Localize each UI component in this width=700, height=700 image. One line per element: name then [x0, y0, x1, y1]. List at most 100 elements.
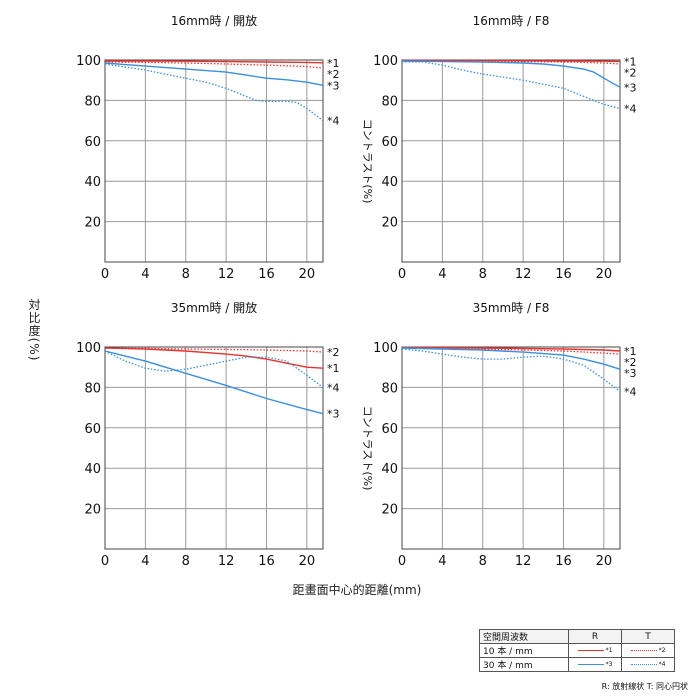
x-tick-label: 4 [438, 267, 446, 282]
x-tick-label: 0 [101, 554, 109, 569]
x-tick-label: 0 [101, 267, 109, 282]
x-tick-label: 20 [596, 554, 613, 569]
x-tick-label: 8 [182, 554, 190, 569]
y-tick-label: 20 [84, 216, 101, 231]
legend-header-t: T [621, 629, 675, 644]
y-tick-label: 60 [381, 422, 398, 437]
x-tick-label: 0 [398, 554, 406, 569]
legend-tag: *2 [658, 646, 666, 654]
series-end-label: *3 [624, 367, 637, 380]
series-line [401, 348, 621, 392]
legend-row-30: 30 本 / mm *3 *4 [479, 657, 675, 672]
x-tick-label: 16 [258, 267, 275, 282]
series-line [104, 350, 324, 415]
series-line [104, 63, 324, 122]
x-tick-label: 8 [182, 267, 190, 282]
y-tick-label: 80 [84, 94, 101, 109]
figure-y-label: 対比度(%) [27, 298, 41, 361]
x-tick-label: 20 [299, 554, 316, 569]
y-tick-label: 60 [84, 422, 101, 437]
series-end-label: *2 [624, 66, 637, 79]
plot-frame [104, 59, 324, 263]
series-end-label: *3 [327, 79, 340, 92]
legend-header-frequency: 空間周波数 [479, 629, 569, 644]
x-tick-label: 12 [515, 554, 532, 569]
y-tick-label: 40 [381, 175, 398, 190]
x-tick-label: 8 [479, 267, 487, 282]
chart-title: 35mm時 / F8 [473, 301, 550, 315]
legend-tag: *4 [658, 660, 666, 668]
legend-tag: *1 [605, 646, 613, 654]
legend-row-label: 30 本 / mm [479, 657, 569, 672]
series-line [104, 61, 324, 69]
y-tick-label: 80 [381, 94, 398, 109]
x-tick-label: 12 [218, 267, 235, 282]
legend-swatch-solid-red [577, 649, 604, 651]
x-tick-label: 0 [398, 267, 406, 282]
chart-35mm-open: 35mm時 / 開放 0 4 8 12 16 20 20 40 60 80 100 *2 *1 *4 *3 [76, 300, 339, 569]
legend-cell-r-10: *1 [568, 643, 622, 658]
x-tick-label: 16 [555, 267, 572, 282]
legend-row-10: 10 本 / mm *1 *2 [479, 643, 675, 658]
y-tick-label: 80 [84, 381, 101, 396]
y-tick-label: 100 [373, 341, 398, 356]
legend-note: R: 放射線状 T: 同心円状 [601, 682, 688, 691]
y-tick-label: 80 [381, 381, 398, 396]
chart-16mm-f8: 16mm時 / F8 0 4 8 12 16 20 20 40 60 80 100 コントラスト(%) *… [361, 14, 637, 282]
series-line [105, 60, 324, 64]
legend-cell-t-30: *4 [621, 657, 675, 672]
series-end-label: *3 [327, 408, 340, 421]
series-line [401, 60, 621, 88]
y-axis-label: コントラスト(%) [361, 119, 374, 204]
x-tick-label: 4 [438, 554, 446, 569]
chart-title: 16mm時 / F8 [473, 14, 550, 28]
series-end-label: *1 [327, 57, 340, 70]
series-end-label: *4 [327, 115, 340, 128]
series-end-label: *3 [624, 81, 637, 94]
legend-cell-t-10: *2 [621, 643, 675, 658]
series-end-label: *1 [624, 345, 637, 358]
y-tick-label: 100 [76, 54, 101, 69]
series-end-label: *4 [327, 381, 340, 394]
x-tick-label: 20 [596, 267, 613, 282]
series-end-label: *2 [327, 346, 340, 359]
series-line [401, 346, 621, 352]
y-tick-label: 20 [381, 503, 398, 518]
legend-cell-r-30: *3 [568, 657, 622, 672]
legend-header-r: R [568, 629, 622, 644]
chart-16mm-open: 16mm時 / 開放 0 4 8 12 16 20 20 40 60 80 100 *1*2*3 *4 [76, 13, 339, 282]
series-line [401, 347, 621, 370]
y-tick-label: 40 [84, 175, 101, 190]
plot-frame [104, 346, 324, 550]
y-tick-label: 100 [373, 54, 398, 69]
series-end-label: *2 [624, 356, 637, 369]
x-tick-label: 20 [299, 267, 316, 282]
x-tick-label: 8 [479, 554, 487, 569]
series-end-label: *1 [327, 362, 340, 375]
y-tick-label: 100 [76, 341, 101, 356]
legend-swatch-dotted-red [630, 649, 657, 651]
chart-title: 35mm時 / 開放 [171, 300, 257, 315]
y-tick-label: 20 [84, 503, 101, 518]
series-line [104, 347, 324, 353]
series-end-label: *1 [624, 55, 637, 68]
x-tick-label: 4 [141, 267, 149, 282]
legend-header-row: 空間周波数 R T [479, 629, 675, 644]
chart-35mm-f8: 35mm時 / F8 0 4 8 12 16 20 20 40 60 80 100 コントラスト(%) *… [361, 301, 637, 569]
legend-swatch-solid-blue [577, 663, 604, 665]
x-tick-label: 12 [218, 554, 235, 569]
x-tick-label: 12 [515, 267, 532, 282]
y-tick-label: 20 [381, 216, 398, 231]
series-end-label: *2 [327, 68, 340, 81]
plot-frame [401, 59, 621, 263]
x-tick-label: 16 [555, 554, 572, 569]
x-tick-label: 16 [258, 554, 275, 569]
y-tick-label: 40 [381, 462, 398, 477]
x-tick-label: 4 [141, 554, 149, 569]
series-end-label: *4 [624, 385, 637, 398]
y-tick-label: 60 [381, 135, 398, 150]
legend-row-label: 10 本 / mm [479, 643, 569, 658]
legend-table: 空間周波数 R T 10 本 / mm *1 *2 30 本 / mm *3 *… [479, 629, 675, 672]
series-line [104, 62, 324, 86]
